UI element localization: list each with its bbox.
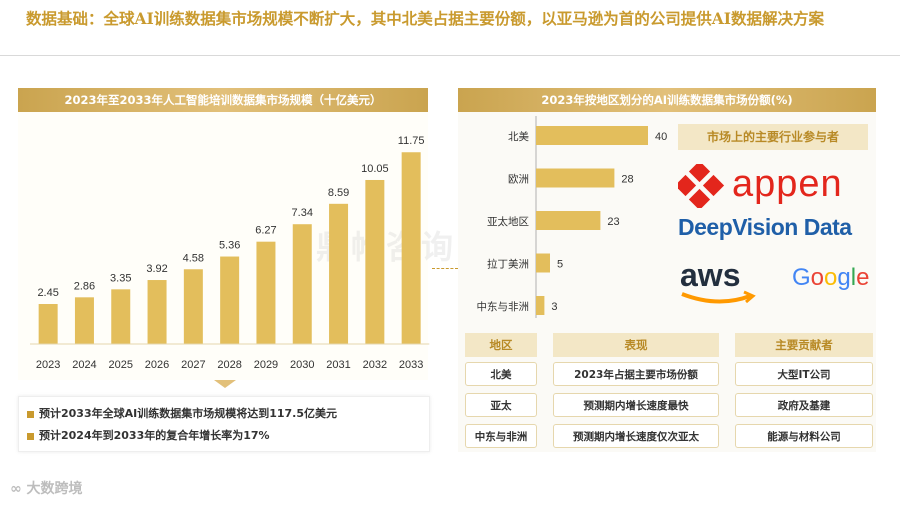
bar-value-label: 8.59 (328, 187, 349, 199)
x-tick-label: 2024 (72, 359, 96, 371)
table-cell-performance: 预测期内增长速度最快 (553, 393, 719, 417)
bullet-square-icon (27, 432, 34, 440)
page-title: 数据基础：全球AI训练数据集市场规模不断扩大，其中北美占据主要份额，以亚马逊为首… (26, 9, 825, 28)
bar-value-label: 28 (621, 174, 633, 186)
bar-value-label: 3.35 (110, 272, 131, 284)
bar-value-label: 3 (551, 301, 557, 313)
table-header-region: 地区 (465, 333, 537, 357)
x-tick-label: 2030 (290, 359, 314, 371)
google-letter: l (850, 264, 857, 291)
table-cell-performance: 2023年占据主要市场份额 (553, 362, 719, 386)
google-letter: e (856, 264, 870, 291)
table-header-contributors: 主要贡献者 (735, 333, 873, 357)
table-cell-performance: 预测期内增长速度仅次亚太 (553, 424, 719, 448)
x-tick-label: 2032 (363, 359, 387, 371)
bar (111, 289, 131, 344)
aws-wordmark: aws (680, 257, 741, 293)
aws-logo: aws (680, 256, 760, 310)
bar (536, 126, 648, 145)
bar-value-label: 5 (557, 259, 563, 271)
bar-value-label: 10.05 (361, 163, 389, 175)
x-tick-label: 2028 (217, 359, 241, 371)
bar-value-label: 11.75 (398, 135, 425, 147)
bar (536, 253, 550, 273)
bar (74, 297, 94, 344)
note-2: 预计2024年到2033年的复合年增长率为17% (27, 427, 270, 443)
table-cell-region: 亚太 (465, 393, 537, 417)
bar-value-label: 23 (607, 216, 619, 228)
bar (220, 256, 240, 344)
appen-logo: appen (678, 162, 878, 212)
bar-chart-title: 2023年至2033年人工智能培训数据集市场规模（十亿美元） (18, 88, 428, 112)
google-wordmark: Google (792, 264, 869, 291)
appen-wordmark: appen (732, 163, 843, 205)
x-tick-label: 2031 (326, 359, 350, 371)
footer-brand: ∞ 大数跨境 (10, 481, 83, 497)
appen-mark-icon (678, 164, 725, 208)
google-letter: o (824, 264, 838, 291)
bar-value-label: 4.58 (183, 252, 204, 264)
y-tick-label: 拉丁美洲 (487, 258, 529, 271)
bar-value-label: 40 (655, 131, 667, 143)
bar (401, 152, 421, 344)
bar-value-label: 2.86 (74, 280, 95, 292)
x-tick-label: 2023 (36, 359, 60, 371)
table-cell-contributor: 政府及基建 (735, 393, 873, 417)
google-letter: o (810, 264, 825, 291)
y-tick-label: 亚太地区 (487, 215, 529, 228)
bar (536, 211, 601, 230)
footer-logo-icon: ∞ (10, 481, 27, 497)
table-cell-region: 中东与非洲 (465, 424, 537, 448)
bar-value-label: 7.34 (292, 207, 313, 219)
table-cell-region: 北美 (465, 362, 537, 386)
table-cell-contributor: 大型IT公司 (735, 362, 873, 386)
note-1: 预计2033年全球AI训练数据集市场规模将达到117.5亿美元 (27, 405, 337, 421)
bar-value-label: 5.36 (219, 240, 240, 252)
bar (329, 203, 349, 344)
bar (365, 179, 385, 344)
notes-box: 预计2033年全球AI训练数据集市场规模将达到117.5亿美元 预计2024年到… (18, 396, 430, 452)
chart-pointer-triangle (214, 380, 236, 388)
bar-value-label: 3.92 (146, 263, 167, 275)
y-tick-label: 中东与非洲 (477, 300, 530, 313)
bar (536, 296, 545, 315)
bar (256, 241, 276, 344)
google-letter: G (792, 264, 811, 291)
title-divider (0, 55, 900, 56)
participants-label: 市场上的主要行业参与者 (678, 124, 868, 150)
bar (183, 269, 203, 344)
table-cell-contributor: 能源与材料公司 (735, 424, 873, 448)
table-header-performance: 表现 (553, 333, 719, 357)
bar (292, 224, 312, 344)
x-tick-label: 2025 (109, 359, 133, 371)
google-letter: g (837, 264, 851, 291)
bar (38, 304, 58, 344)
x-tick-label: 2027 (181, 359, 205, 371)
bar (147, 280, 167, 344)
panel-connector (432, 268, 458, 269)
x-tick-label: 2029 (254, 359, 278, 371)
aws-smile-icon (681, 290, 756, 304)
y-tick-label: 欧洲 (508, 174, 529, 186)
x-tick-label: 2033 (399, 359, 423, 371)
bar-value-label: 2.45 (37, 287, 58, 299)
y-tick-label: 北美 (508, 130, 529, 143)
google-logo: Google (792, 264, 869, 292)
x-tick-label: 2026 (145, 359, 169, 371)
bar (536, 168, 615, 188)
bar-value-label: 6.27 (255, 225, 276, 237)
bullet-square-icon (27, 410, 34, 418)
share-chart-title: 2023年按地区划分的AI训练数据集市场份额(%) (458, 88, 876, 112)
deepvision-logo: DeepVision Data (678, 214, 852, 240)
